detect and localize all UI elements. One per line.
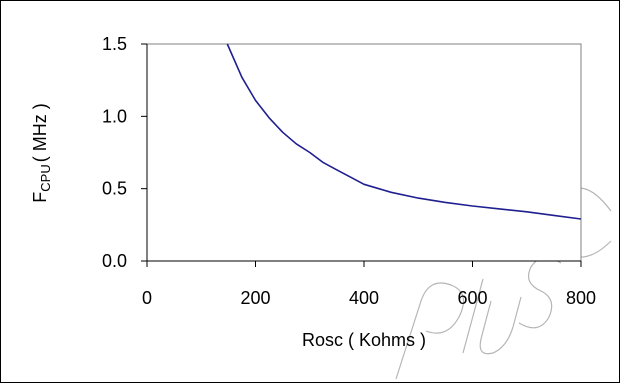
y-axis-title: FCPU ( MHz )	[30, 103, 53, 202]
y-tick-label: 1.5	[102, 34, 127, 54]
y-axis-title-sub: CPU	[38, 164, 53, 191]
series-line	[226, 43, 582, 220]
axes	[141, 43, 582, 267]
x-tick-labels: 0 200 400 600 800	[142, 288, 596, 308]
y-tick-labels: 0.0 0.5 1.0 1.5	[102, 34, 127, 271]
x-tick-label: 600	[457, 288, 487, 308]
series-layer	[226, 43, 582, 220]
x-axis-title: Rosc ( Kohms )	[302, 330, 426, 350]
y-tick-label: 1.0	[102, 106, 127, 126]
y-axis-title-main: F	[30, 192, 50, 203]
y-tick-label: 0.0	[102, 251, 127, 271]
x-tick-label: 200	[240, 288, 270, 308]
y-tick-label: 0.5	[102, 179, 127, 199]
y-axis-title-rest: ( MHz )	[30, 103, 50, 162]
x-tick-label: 800	[566, 288, 596, 308]
x-tick-label: 0	[142, 288, 152, 308]
plot-area	[146, 43, 582, 262]
x-tick-label: 400	[349, 288, 379, 308]
